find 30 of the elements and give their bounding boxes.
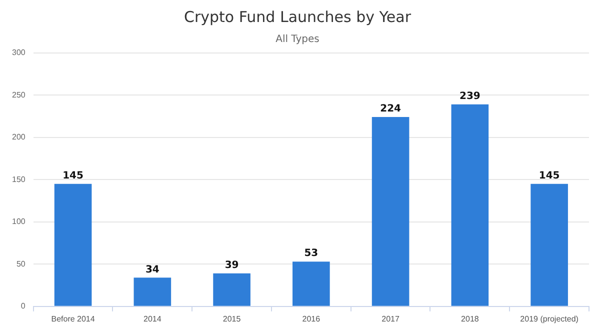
y-tick-label: 300 — [12, 48, 26, 58]
x-tick-label: 2017 — [382, 314, 400, 324]
data-label: 145 — [62, 170, 84, 182]
y-tick-label: 200 — [12, 132, 26, 142]
chart-subtitle: All Types — [274, 34, 320, 45]
data-label: 39 — [224, 260, 239, 272]
y-tick-label: 50 — [16, 259, 26, 268]
x-tick-label: 2014 — [144, 314, 162, 324]
x-tick-label: 2019 (projected) — [520, 314, 579, 324]
data-label: 224 — [380, 104, 402, 115]
bar — [530, 184, 568, 306]
chart-title: Crypto Fund Launches by Year — [182, 8, 412, 26]
bar — [134, 278, 172, 306]
y-tick-label: 0 — [20, 302, 26, 311]
x-tick-label: 2016 — [302, 314, 321, 324]
bar — [54, 184, 92, 306]
bar — [213, 273, 250, 306]
data-label: 34 — [145, 264, 160, 276]
data-label: 145 — [538, 170, 560, 182]
data-label: 53 — [304, 248, 318, 260]
bar — [451, 104, 489, 306]
y-tick-label: 100 — [12, 217, 26, 226]
bar — [372, 117, 410, 306]
y-tick-label: 150 — [12, 174, 26, 184]
y-tick-label: 250 — [12, 90, 26, 100]
bar — [292, 262, 330, 306]
x-tick-label: 2015 — [222, 314, 242, 324]
x-tick-label: Before 2014 — [51, 314, 96, 324]
x-tick-label: 2018 — [461, 314, 480, 324]
data-label: 239 — [459, 90, 480, 102]
